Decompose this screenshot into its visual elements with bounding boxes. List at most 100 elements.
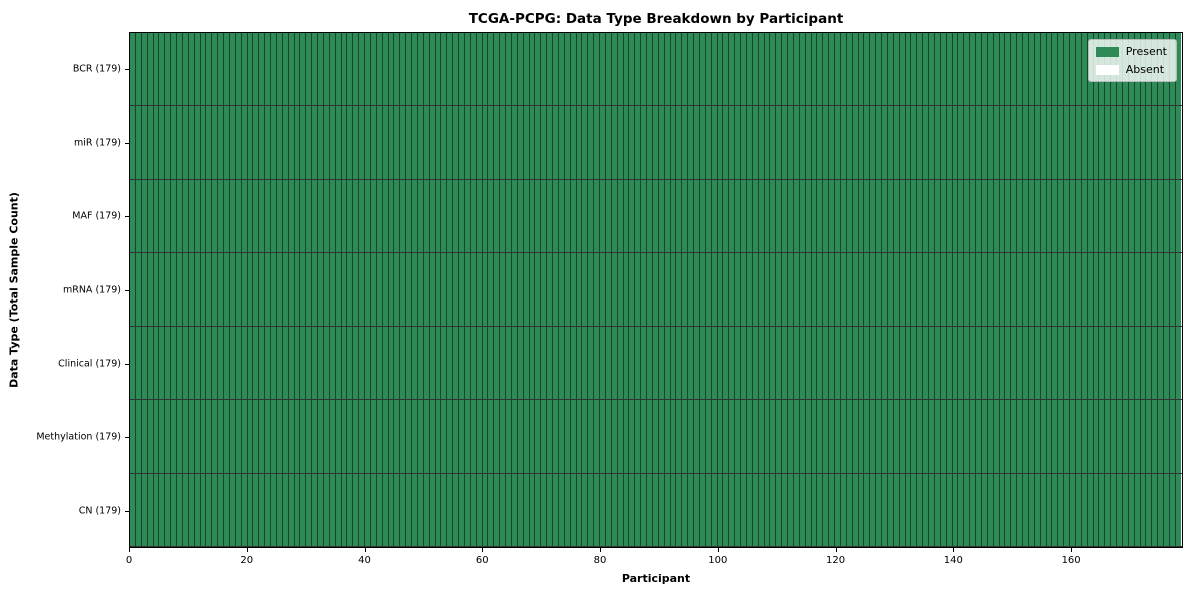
heatmap-cell xyxy=(1017,106,1023,179)
heatmap-cell xyxy=(159,400,166,473)
heatmap-cell xyxy=(276,106,283,179)
heatmap-cell xyxy=(341,179,348,253)
heatmap-cell xyxy=(899,33,906,106)
heatmap-cell xyxy=(494,179,501,253)
heatmap-cell xyxy=(1128,400,1135,473)
heatmap-cell xyxy=(887,326,894,400)
heatmap-cell xyxy=(864,179,871,253)
heatmap-cell xyxy=(799,106,806,179)
heatmap-cell xyxy=(1011,106,1018,179)
heatmap-cell xyxy=(541,179,548,253)
heatmap-cell xyxy=(553,106,559,179)
heatmap-cell xyxy=(905,473,912,546)
heatmap-cell xyxy=(288,473,295,546)
heatmap-cell xyxy=(799,326,806,400)
heatmap-cell xyxy=(799,253,806,326)
heatmap-cell xyxy=(365,326,371,400)
heatmap-cell xyxy=(553,326,559,400)
heatmap-cell xyxy=(776,106,783,179)
heatmap-cell xyxy=(141,179,148,253)
heatmap-cell xyxy=(312,326,318,400)
heatmap-cell xyxy=(1075,400,1082,473)
heatmap-cell xyxy=(282,473,289,546)
heatmap-cell xyxy=(658,253,665,326)
heatmap-cell xyxy=(958,33,965,106)
heatmap-cell xyxy=(318,473,324,546)
heatmap-cell xyxy=(370,33,377,106)
heatmap-cell xyxy=(194,253,201,326)
heatmap-cell xyxy=(435,326,442,400)
heatmap-cell xyxy=(1075,326,1082,400)
heatmap-cell xyxy=(952,326,959,400)
heatmap-cell xyxy=(224,106,230,179)
heatmap-cell xyxy=(1075,179,1082,253)
heatmap-cell xyxy=(1023,179,1029,253)
heatmap-cell xyxy=(1017,179,1023,253)
heatmap-cell xyxy=(412,326,418,400)
heatmap-cell xyxy=(887,179,894,253)
heatmap-cell xyxy=(623,253,630,326)
heatmap-cell xyxy=(688,253,694,326)
heatmap-cell xyxy=(840,326,847,400)
x-tick-label: 60 xyxy=(475,555,489,566)
heatmap-cell xyxy=(171,253,177,326)
heatmap-cell xyxy=(476,326,483,400)
heatmap-cell xyxy=(570,179,577,253)
heatmap-cell xyxy=(370,106,377,179)
heatmap-cell xyxy=(905,106,912,179)
heatmap-cell xyxy=(135,106,142,179)
heatmap-cell xyxy=(329,400,336,473)
heatmap-cell xyxy=(670,326,677,400)
x-tick-mark xyxy=(953,548,955,552)
heatmap-cell xyxy=(1122,400,1129,473)
heatmap-cell xyxy=(711,400,718,473)
heatmap-cell xyxy=(1158,326,1164,400)
heatmap-cell xyxy=(294,179,301,253)
heatmap-cell xyxy=(782,33,788,106)
heatmap-cell xyxy=(194,400,201,473)
heatmap-cell xyxy=(288,179,295,253)
heatmap-cell xyxy=(764,179,771,253)
heatmap-cell xyxy=(576,400,583,473)
heatmap-cell xyxy=(688,33,694,106)
heatmap-cell xyxy=(852,179,859,253)
heatmap-cell xyxy=(200,33,207,106)
heatmap-cell xyxy=(934,106,941,179)
heatmap-cell xyxy=(400,179,407,253)
heatmap-cell xyxy=(464,33,471,106)
heatmap-cell xyxy=(823,179,830,253)
heatmap-cell xyxy=(711,253,718,326)
heatmap-cell xyxy=(823,33,830,106)
heatmap-cell xyxy=(470,473,477,546)
y-tick-label: MAF (179) xyxy=(72,210,121,222)
heatmap-cell xyxy=(905,33,912,106)
plot-area: Present Absent xyxy=(129,32,1183,548)
heatmap-cell xyxy=(641,179,647,253)
heatmap-cell xyxy=(582,106,589,179)
heatmap-cell xyxy=(1064,33,1070,106)
heatmap-cell xyxy=(1040,253,1047,326)
heatmap-cell xyxy=(235,33,242,106)
heatmap-cell xyxy=(523,106,530,179)
heatmap-cell xyxy=(265,473,271,546)
heatmap-cell xyxy=(388,473,395,546)
heatmap-cell xyxy=(406,179,412,253)
heatmap-cell xyxy=(958,106,965,179)
heatmap-row-BCR xyxy=(130,33,1182,107)
heatmap-cell xyxy=(376,253,383,326)
heatmap-cell xyxy=(1117,326,1123,400)
heatmap-cell xyxy=(511,106,518,179)
heatmap-cell xyxy=(511,253,518,326)
heatmap-cell xyxy=(229,179,236,253)
y-tick-mark xyxy=(125,142,129,144)
heatmap-cell xyxy=(147,179,154,253)
heatmap-cell xyxy=(911,33,918,106)
heatmap-cell xyxy=(870,400,877,473)
heatmap-cell xyxy=(1111,473,1117,546)
heatmap-cell xyxy=(1081,326,1088,400)
heatmap-cell xyxy=(212,400,219,473)
heatmap-cell xyxy=(1081,106,1088,179)
heatmap-cell xyxy=(752,326,759,400)
heatmap-cell xyxy=(887,473,894,546)
heatmap-cell xyxy=(135,179,142,253)
